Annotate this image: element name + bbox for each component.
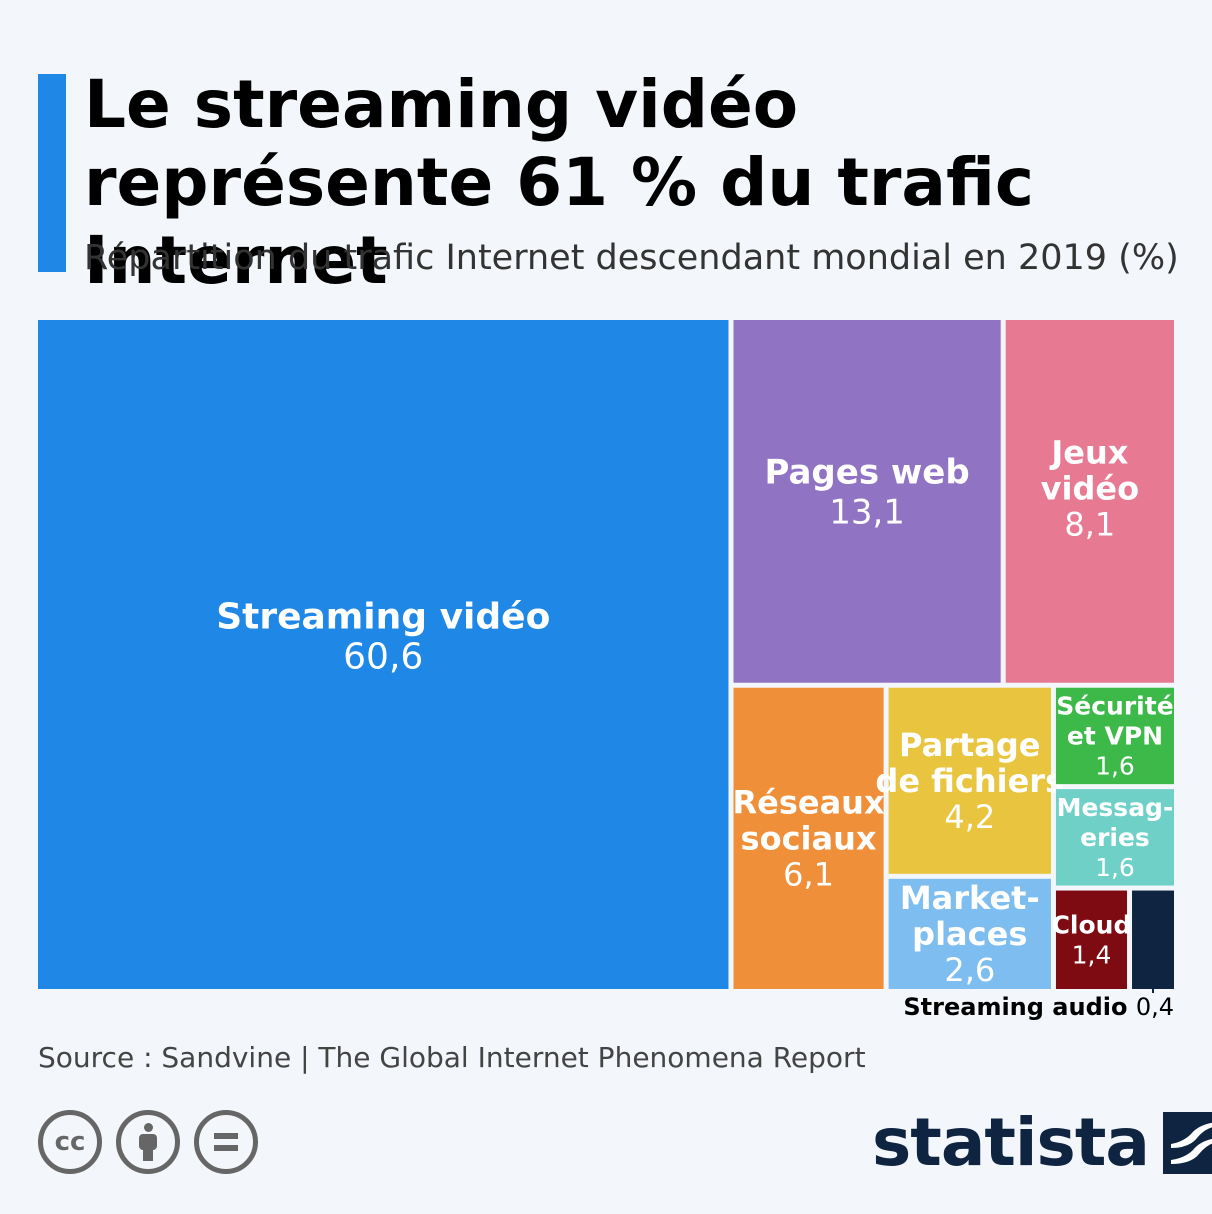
treemap-label-marketplaces: Market- bbox=[900, 879, 1040, 917]
chart-title: Le streaming vidéo représente 61 % du tr… bbox=[84, 66, 1035, 299]
treemap-label-text: Streaming audio bbox=[903, 993, 1135, 1021]
treemap-cell-streaming-video[interactable] bbox=[38, 320, 729, 989]
treemap-label-jeux-video: vidéo bbox=[1041, 469, 1139, 507]
treemap-label-messageries: Messag- bbox=[1057, 793, 1174, 822]
equals-icon bbox=[199, 1115, 253, 1169]
chart-subtitle: Répartition du trafic Internet descendan… bbox=[84, 238, 1179, 278]
treemap-label-pages-web: Pages web bbox=[764, 452, 969, 492]
treemap-value-pages-web: 13,1 bbox=[829, 492, 905, 532]
treemap-label-cloud: Cloud bbox=[1052, 911, 1132, 940]
treemap-value-marketplaces: 2,6 bbox=[944, 951, 995, 989]
treemap-label-jeux-video: Jeux bbox=[1049, 433, 1128, 471]
treemap-cell-securite-et-vpn[interactable] bbox=[1055, 687, 1174, 785]
statista-wordmark: statista bbox=[872, 1104, 1150, 1181]
treemap-cell-pages-web[interactable] bbox=[733, 320, 1001, 683]
license-icons: cc bbox=[38, 1110, 258, 1176]
treemap-label-securite-et-vpn: et VPN bbox=[1067, 722, 1163, 751]
treemap-value-jeux-video: 8,1 bbox=[1064, 505, 1115, 543]
person-icon bbox=[121, 1115, 175, 1169]
treemap-cell-partage-de-fichiers[interactable] bbox=[888, 687, 1051, 874]
treemap-label-partage-de-fichiers: Partage bbox=[899, 726, 1040, 764]
statista-logo-mark-icon bbox=[1162, 1112, 1212, 1174]
treemap-cell-marketplaces[interactable] bbox=[888, 878, 1051, 989]
treemap-cell-reseaux-sociaux[interactable] bbox=[733, 687, 884, 989]
treemap-value-cloud: 1,4 bbox=[1072, 941, 1112, 970]
treemap-cell-jeux-video[interactable] bbox=[1005, 320, 1174, 683]
treemap-value-reseaux-sociaux: 6,1 bbox=[783, 856, 834, 894]
treemap-cell-cloud[interactable] bbox=[1055, 890, 1128, 989]
treemap-label-reseaux-sociaux: sociaux bbox=[741, 820, 877, 858]
treemap-label-streaming-audio: Streaming audio 0,4 bbox=[903, 993, 1174, 1021]
treemap-cell-messageries[interactable] bbox=[1055, 789, 1174, 886]
attribution-icon[interactable] bbox=[116, 1110, 180, 1174]
source-note: Source : Sandvine | The Global Internet … bbox=[38, 1041, 866, 1074]
treemap-value-streaming-video: 60,6 bbox=[343, 637, 423, 678]
statista-logo[interactable]: statista bbox=[872, 1108, 1212, 1178]
treemap-value-text: 0,4 bbox=[1136, 993, 1174, 1021]
treemap-label-marketplaces: places bbox=[912, 915, 1027, 953]
treemap-label-partage-de-fichiers: de fichiers bbox=[875, 762, 1064, 800]
treemap-value-messageries: 1,6 bbox=[1095, 853, 1135, 882]
treemap-value-securite-et-vpn: 1,6 bbox=[1095, 752, 1135, 781]
treemap-label-streaming-video: Streaming vidéo bbox=[216, 597, 550, 638]
treemap-label-reseaux-sociaux: Réseaux bbox=[732, 784, 884, 822]
no-derivatives-icon[interactable] bbox=[194, 1110, 258, 1174]
treemap-label-securite-et-vpn: Sécurité bbox=[1056, 692, 1173, 721]
treemap-label-messageries: eries bbox=[1080, 823, 1150, 852]
title-accent-bar bbox=[38, 74, 66, 272]
treemap-cell-streaming-audio[interactable] bbox=[1132, 890, 1174, 989]
cc-text: cc bbox=[54, 1127, 86, 1157]
creative-commons-icon[interactable]: cc bbox=[38, 1110, 102, 1174]
treemap-value-partage-de-fichiers: 4,2 bbox=[944, 798, 995, 836]
